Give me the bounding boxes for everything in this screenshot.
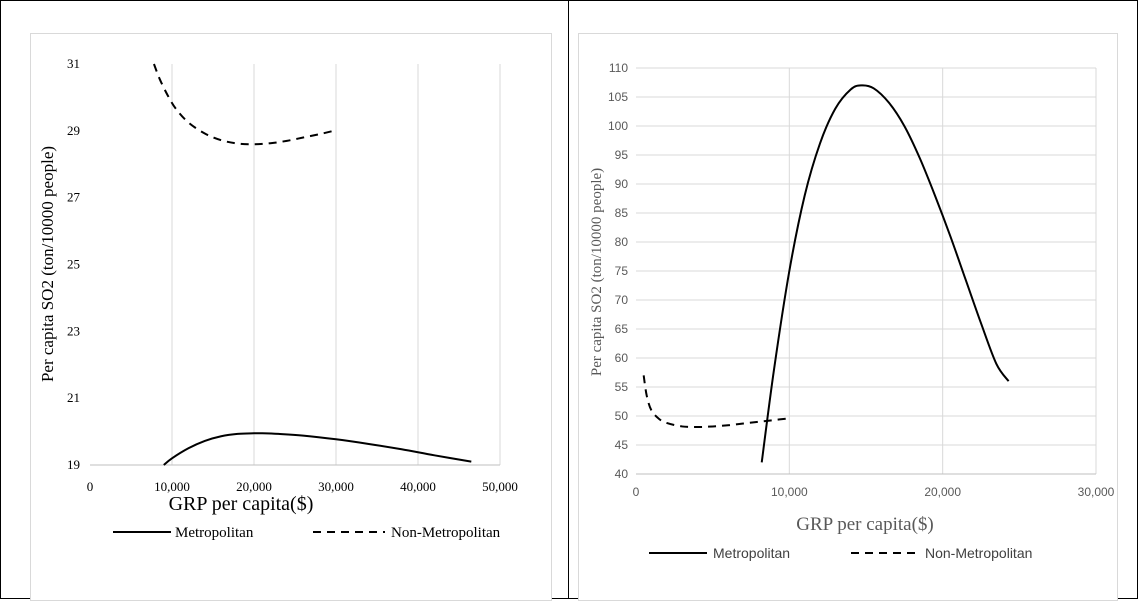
chart-left-ylabel: Per capita SO2 (ton/10000 people)	[38, 146, 57, 382]
chart-left-svg: 0 10,000 20,000 30,000 40,000 50,000 19 21 23 25 2…	[38, 56, 518, 541]
y-tick-label: 95	[615, 148, 629, 162]
y-tick-label: 60	[615, 351, 629, 365]
series-line-metropolitan	[163, 432, 472, 466]
chart-left-series	[153, 63, 472, 466]
y-tick-label: 21	[67, 390, 80, 405]
y-tick-label: 85	[615, 206, 629, 220]
x-tick-label: 20,000	[236, 479, 272, 494]
y-tick-label: 55	[615, 380, 629, 394]
chart-left-gridlines	[90, 64, 501, 466]
chart-right-xlabel: GRP per capita($)	[796, 514, 934, 535]
y-tick-label: 27	[67, 190, 81, 205]
y-tick-label: 50	[615, 409, 629, 423]
panel-divider	[568, 0, 569, 599]
legend-non-metropolitan-label: Non-Metropolitan	[925, 545, 1032, 561]
x-tick-label: 0	[87, 479, 94, 494]
y-tick-label: 40	[615, 467, 629, 481]
chart-left-legend: Metropolitan Non-Metropolitan	[113, 525, 501, 541]
y-tick-label: 25	[67, 257, 80, 272]
series-line-non-metropolitan	[642, 375, 790, 429]
series-line-non-metropolitan	[153, 63, 334, 146]
chart-right-series	[642, 84, 1010, 463]
x-tick-label: 10,000	[154, 479, 190, 494]
chart-right-tick-labels: 0 10,000 20,000 30,000 40 45 50 55 60 65 70 75 80 85 9…	[608, 61, 1115, 499]
x-tick-label: 0	[633, 485, 640, 499]
y-tick-label: 65	[615, 322, 629, 336]
chart-right-ylabel: Per capita SO2 (ton/10000 people)	[589, 168, 605, 376]
y-tick-label: 29	[67, 123, 80, 138]
x-tick-label: 30,000	[1078, 485, 1115, 499]
y-tick-label: 80	[615, 235, 629, 249]
chart-panel-right: 0 10,000 20,000 30,000 40 45 50 55 60 65 70 75 80 85 9…	[578, 33, 1118, 601]
legend-metropolitan-label: Metropolitan	[713, 545, 790, 561]
chart-right-svg: 0 10,000 20,000 30,000 40 45 50 55 60 65 70 75 80 85 9…	[589, 61, 1115, 561]
x-tick-label: 10,000	[771, 485, 808, 499]
y-tick-label: 100	[608, 119, 628, 133]
chart-right-gridlines	[636, 67, 1097, 475]
legend-non-metropolitan-label: Non-Metropolitan	[391, 525, 501, 541]
y-tick-label: 45	[615, 438, 629, 452]
y-tick-label: 31	[67, 56, 80, 71]
x-tick-label: 20,000	[924, 485, 961, 499]
y-tick-label: 105	[608, 90, 628, 104]
y-tick-label: 110	[609, 61, 628, 75]
y-tick-label: 90	[615, 177, 629, 191]
chart-left-xlabel: GRP per capita($)	[169, 493, 314, 515]
y-tick-label: 70	[615, 293, 629, 307]
y-tick-label: 75	[615, 264, 629, 278]
legend-metropolitan-label: Metropolitan	[175, 525, 254, 541]
x-tick-label: 40,000	[400, 479, 436, 494]
series-line-metropolitan	[760, 84, 1010, 463]
chart-panel-left: 0 10,000 20,000 30,000 40,000 50,000 19 21 23 25 2…	[30, 33, 552, 601]
y-tick-label: 19	[67, 457, 80, 472]
x-tick-label: 50,000	[482, 479, 518, 494]
chart-right-legend: Metropolitan Non-Metropolitan	[649, 545, 1032, 561]
y-tick-label: 23	[67, 323, 80, 338]
x-tick-label: 30,000	[318, 479, 354, 494]
chart-left-tick-labels: 0 10,000 20,000 30,000 40,000 50,000 19 21 23 25 2…	[67, 56, 518, 494]
